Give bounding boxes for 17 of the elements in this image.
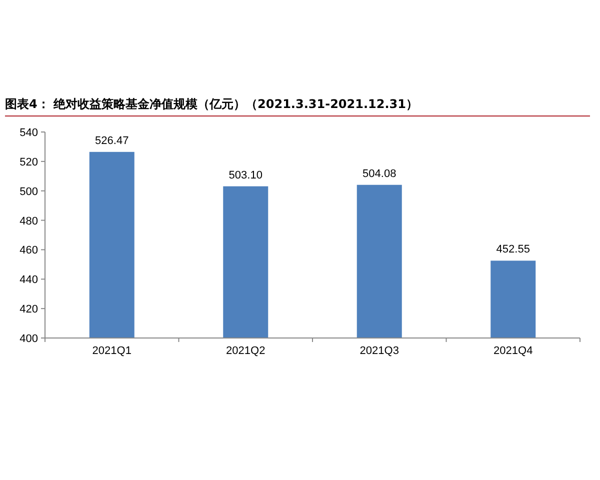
data-label: 452.55 [496, 244, 530, 256]
y-tick-label: 420 [20, 304, 38, 316]
x-tick-label: 2021Q1 [92, 345, 132, 357]
data-label: 503.10 [228, 169, 262, 182]
y-tick-label: 460 [20, 244, 38, 257]
y-tick-label: 400 [20, 333, 38, 345]
x-tick-label: 2021Q3 [360, 345, 399, 357]
y-tick-label: 520 [20, 156, 38, 168]
y-tick-label: 440 [20, 274, 38, 286]
y-tick-label: 480 [20, 215, 38, 228]
chart-title: 图表4： 绝对收益策略基金净值规模（亿元）（2021.3.31-2021.12.31） [5, 97, 418, 111]
y-tick-label: 500 [20, 186, 38, 198]
x-tick-label: 2021Q2 [226, 345, 266, 357]
data-label: 504.08 [362, 168, 396, 180]
data-label: 526.47 [95, 134, 129, 147]
x-tick-label: 2021Q4 [494, 345, 533, 357]
y-tick-label: 540 [20, 127, 38, 139]
